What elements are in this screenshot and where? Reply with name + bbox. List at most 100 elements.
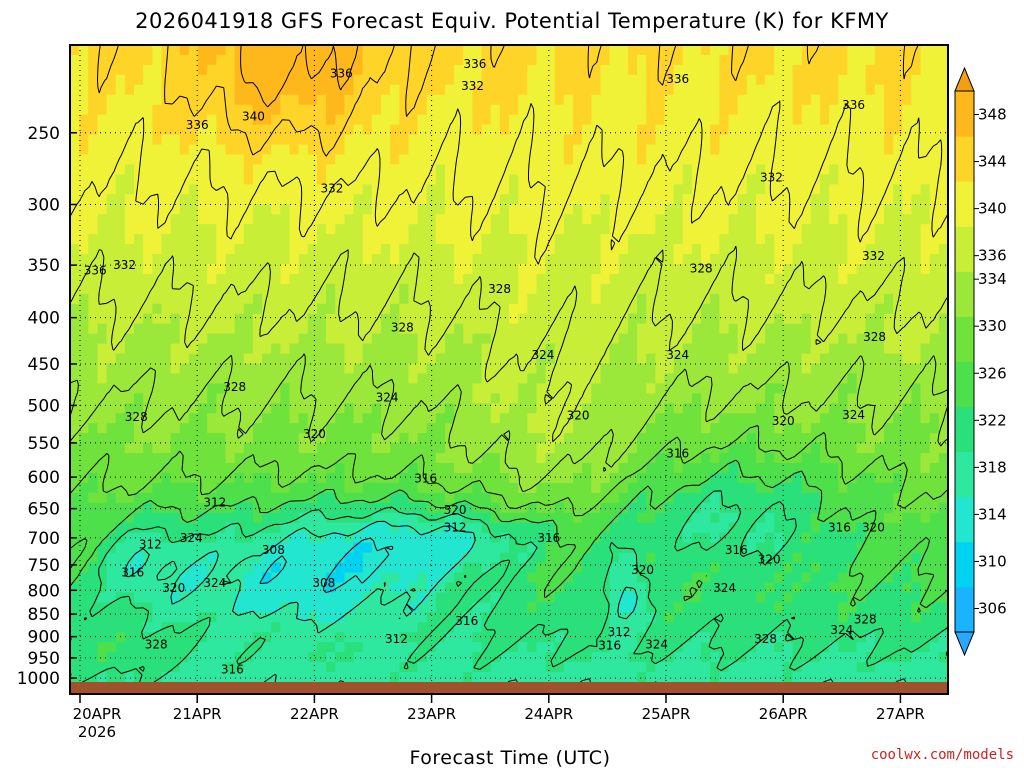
band-cell — [70, 283, 80, 295]
band-cell — [106, 512, 117, 524]
band-cell — [408, 363, 419, 375]
band-cell — [490, 413, 501, 424]
band-cell — [637, 482, 647, 494]
band-cell — [463, 154, 474, 166]
band-cell — [234, 204, 245, 215]
band-cell — [710, 552, 720, 564]
band-cell — [783, 64, 794, 76]
band-cell — [829, 293, 839, 305]
band-cell — [252, 552, 263, 564]
band-cell — [774, 164, 784, 175]
band-cell — [573, 214, 583, 225]
band-cell — [920, 134, 931, 146]
band-cell — [143, 363, 153, 375]
band-cell — [399, 174, 409, 185]
band-cell — [161, 283, 172, 295]
band-cell — [618, 184, 629, 195]
band-cell — [536, 403, 547, 414]
band-cell — [719, 64, 730, 76]
band-cell — [490, 482, 501, 494]
band-cell — [536, 64, 547, 76]
band-cell — [856, 492, 867, 504]
band-cell — [152, 134, 163, 146]
band-cell — [335, 174, 345, 185]
band-cell — [188, 482, 199, 494]
band-cell — [865, 512, 876, 524]
band-cell — [865, 154, 876, 166]
band-cell — [271, 164, 281, 175]
band-cell — [911, 313, 922, 325]
band-cell — [755, 303, 766, 315]
band-cell — [289, 114, 300, 126]
band-cell — [490, 254, 501, 265]
band-cell — [216, 134, 227, 146]
band-cell — [573, 204, 583, 215]
band-cell — [70, 353, 80, 365]
band-cell — [490, 224, 501, 235]
band-cell — [929, 64, 940, 76]
band-cell — [399, 492, 409, 504]
band-cell — [426, 254, 437, 265]
band-cell — [545, 472, 556, 484]
band-cell — [673, 472, 684, 484]
band-cell — [847, 64, 858, 76]
band-cell — [874, 124, 885, 136]
band-cell — [883, 373, 894, 384]
band-cell — [115, 204, 126, 215]
band-cell — [545, 293, 556, 305]
band-cell — [499, 144, 510, 156]
band-cell — [847, 154, 858, 166]
band-cell — [920, 413, 931, 424]
band-cell — [97, 453, 108, 464]
band-cell — [161, 104, 172, 116]
band-cell — [774, 84, 784, 96]
band-cell — [225, 313, 236, 325]
band-cell — [819, 552, 830, 564]
band-cell — [326, 263, 336, 275]
band-cell — [600, 353, 611, 365]
band-cell — [289, 423, 300, 434]
band-cell — [819, 214, 830, 225]
band-cell — [783, 254, 794, 265]
band-cell — [198, 254, 208, 265]
band-cell — [865, 293, 876, 305]
band-cell — [179, 472, 190, 484]
band-cell — [893, 512, 903, 524]
band-cell — [289, 74, 300, 86]
band-cell — [536, 134, 547, 146]
band-cell — [463, 453, 474, 464]
band-cell — [454, 373, 464, 384]
band-cell — [582, 174, 592, 185]
band-cell — [682, 502, 693, 514]
band-cell — [499, 54, 510, 66]
band-cell — [627, 443, 638, 454]
band-cell — [298, 114, 309, 126]
band-cell — [188, 224, 199, 235]
band-cell — [637, 45, 647, 56]
band-cell — [481, 333, 492, 345]
band-cell — [481, 443, 492, 454]
band-cell — [573, 482, 583, 494]
band-cell — [765, 54, 775, 66]
band-cell — [938, 244, 948, 255]
band-cell — [938, 353, 948, 365]
band-cell — [134, 363, 144, 375]
band-cell — [829, 164, 839, 175]
band-cell — [938, 224, 948, 235]
band-cell — [637, 204, 647, 215]
band-cell — [765, 472, 775, 484]
band-cell — [335, 154, 345, 166]
band-cell — [152, 174, 163, 185]
band-cell — [179, 234, 190, 245]
band-cell — [380, 244, 391, 255]
band-cell — [902, 194, 913, 205]
band-cell — [115, 254, 126, 265]
band-cell — [371, 323, 382, 335]
band-cell — [929, 323, 940, 335]
band-cell — [399, 184, 409, 195]
band-cell — [783, 333, 794, 345]
band-cell — [362, 353, 373, 365]
band-cell — [490, 522, 501, 534]
band-cell — [865, 94, 876, 106]
band-cell — [682, 343, 693, 355]
